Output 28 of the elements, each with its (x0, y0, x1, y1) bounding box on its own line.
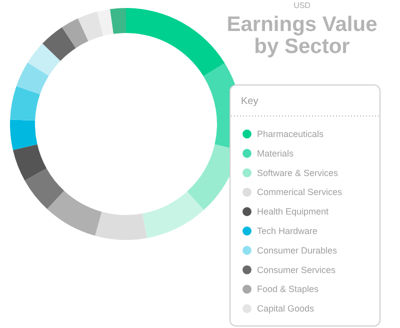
chart-subtitle: USD (294, 1, 311, 10)
donut-slice (42, 27, 76, 61)
legend-label: Commerical Services (257, 187, 343, 198)
legend-title: Key (241, 96, 258, 107)
legend-label: Consumer Services (257, 264, 336, 275)
donut-slice (62, 18, 88, 48)
legend-label: Health Equipment (257, 206, 330, 217)
donut-slice (142, 192, 204, 238)
legend-label: Food & Staples (257, 284, 320, 294)
donut-slice (28, 44, 60, 76)
donut-slice (24, 168, 64, 210)
legend-label: Tech Hardware (257, 226, 318, 236)
donut-slice (126, 8, 225, 76)
legend-label: Software & Services (257, 168, 339, 178)
donut-slice (97, 9, 114, 36)
legend-label: Capital Goods (257, 304, 315, 314)
legend-label: Pharmaceuticals (257, 129, 324, 139)
legend-label: Consumer Durables (257, 245, 338, 256)
legend-label: Materials (257, 148, 294, 158)
donut-slice (10, 120, 38, 150)
donut-slice (12, 144, 47, 181)
donut-slice (47, 190, 102, 236)
text: Earnings Value by Sector (226, 13, 378, 58)
donut-slice (78, 12, 104, 42)
donut-slice (16, 62, 49, 94)
donut-slice (110, 8, 126, 34)
donut-slice (95, 212, 148, 240)
donut-slice (10, 86, 40, 121)
